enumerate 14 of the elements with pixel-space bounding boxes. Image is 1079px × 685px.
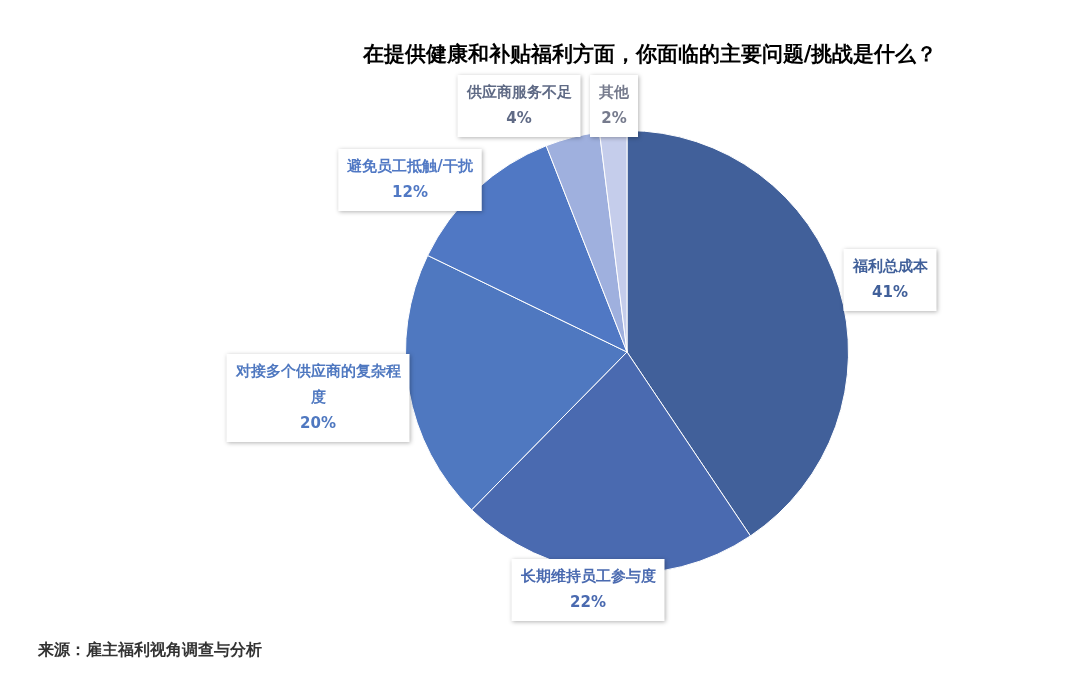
data-label: 4% <box>506 108 532 127</box>
slice-label: 福利总成本 <box>851 256 929 275</box>
data-label: 41% <box>872 282 908 301</box>
slice-label: 其他 <box>598 82 630 101</box>
slice-label: 供应商服务不足 <box>465 82 572 101</box>
source-note: 来源：雇主福利视角调查与分析 <box>38 640 262 661</box>
slice-label: 避免员工抵触/干扰 <box>346 156 474 175</box>
data-label: 2% <box>601 108 627 127</box>
slice-label: 对接多个供应商的复杂程度 <box>234 361 401 406</box>
data-label: 20% <box>300 413 336 432</box>
data-label: 22% <box>570 592 606 611</box>
data-label: 12% <box>392 182 428 201</box>
slice-label: 长期维持员工参与度 <box>519 566 656 585</box>
chart-title: 在提供健康和补贴福利方面，你面临的主要问题/挑战是什么？ <box>361 41 939 68</box>
